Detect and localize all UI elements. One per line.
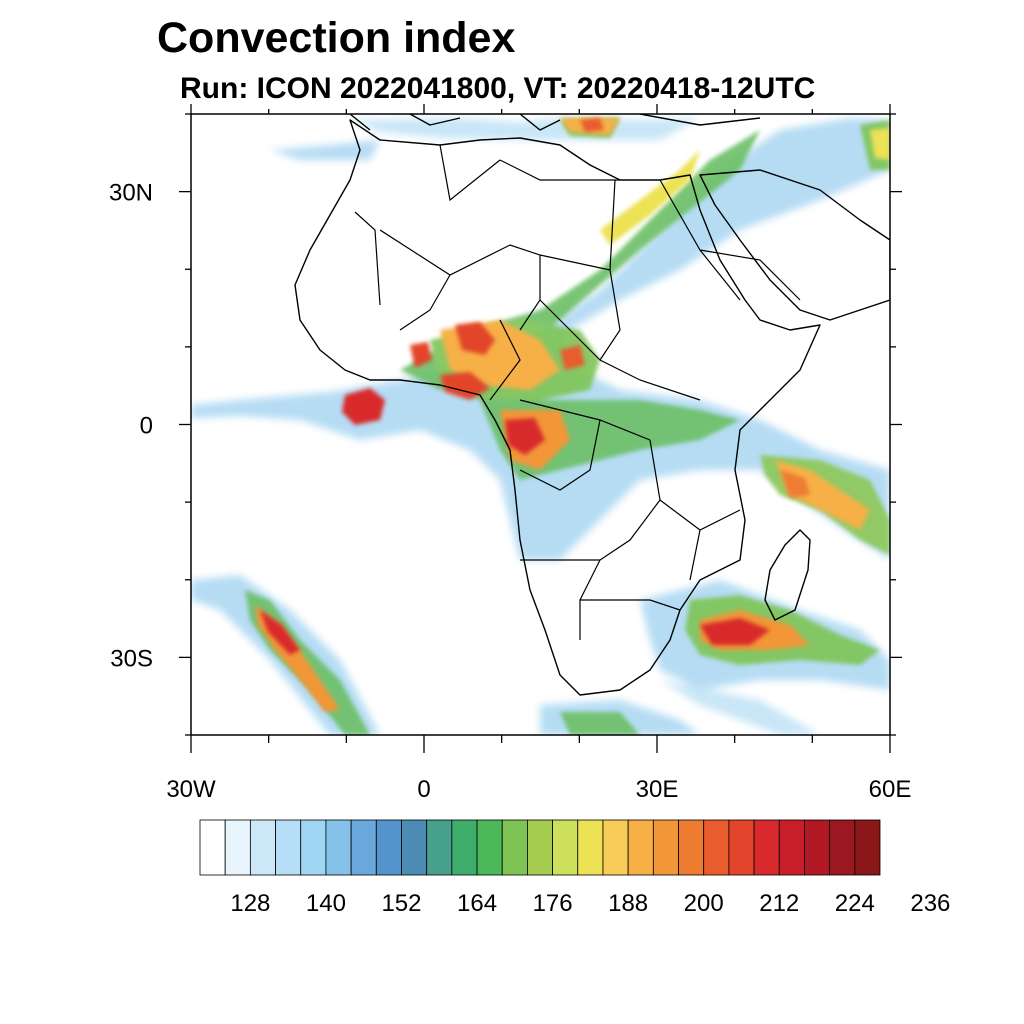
lon-tick-label: 30E — [636, 776, 679, 803]
lat-tick-label: 30S — [110, 645, 153, 672]
colorbar-swatch — [426, 819, 453, 876]
colorbar: 128 140 152 164 176 188 200 212 224 236 — [199, 819, 950, 917]
lon-axis: 30W 0 30E 60E — [166, 104, 911, 803]
colorbar-swatch — [678, 819, 705, 876]
colorbar-label: 140 — [306, 890, 346, 917]
colorbar-swatch — [300, 819, 327, 876]
convection-field-cores — [260, 118, 810, 655]
coastlines — [294, 114, 890, 696]
lon-tick-label: 30W — [166, 776, 216, 803]
lon-tick-label: 60E — [869, 776, 912, 803]
colorbar-swatch — [501, 819, 528, 876]
colorbar-label: 212 — [759, 890, 799, 917]
africa-coastline — [294, 119, 821, 696]
madagascar-coast — [764, 529, 811, 621]
lat-tick-label: 0 — [140, 413, 153, 440]
colorbar-swatch — [703, 819, 730, 876]
colorbar-swatch — [829, 819, 856, 876]
colorbar-label: 152 — [381, 890, 421, 917]
colorbar-swatch — [325, 819, 352, 876]
colorbar-swatch — [401, 819, 428, 876]
colorbar-label: 236 — [910, 890, 950, 917]
colorbar-swatch — [275, 819, 302, 876]
map-title: Convection index — [157, 14, 516, 62]
colorbar-swatch — [728, 819, 755, 876]
colorbar-swatch — [249, 819, 276, 876]
colorbar-label: 200 — [684, 890, 724, 917]
colorbar-swatch — [451, 819, 478, 876]
colorbar-swatch — [627, 819, 654, 876]
lon-tick-label: 0 — [417, 776, 430, 803]
colorbar-swatch — [602, 819, 629, 876]
run-subtitle: Run: ICON 2022041800, VT: 20220418-12UTC — [180, 72, 816, 105]
colorbar-swatch — [577, 819, 604, 876]
colorbar-swatch — [527, 819, 553, 876]
colorbar-swatch — [854, 819, 881, 876]
country-borders — [354, 144, 801, 640]
colorbar-swatch — [476, 819, 503, 876]
colorbar-label: 164 — [457, 890, 497, 917]
colorbar-swatch — [350, 819, 377, 876]
colorbar-swatch — [224, 819, 251, 876]
europe-coast — [349, 114, 761, 131]
colorbar-swatch — [753, 819, 780, 876]
colorbar-swatch — [552, 819, 579, 876]
colorbar-label: 176 — [533, 890, 573, 917]
colorbar-swatch — [375, 819, 402, 876]
map-panel — [191, 114, 890, 735]
lat-tick-label: 30N — [109, 180, 153, 207]
colorbar-swatch — [778, 819, 805, 876]
colorbar-swatch — [652, 819, 679, 876]
arabia-coast — [699, 169, 890, 321]
colorbar-swatch — [804, 819, 831, 876]
colorbar-swatch — [199, 819, 226, 876]
colorbar-label: 128 — [230, 890, 270, 917]
lat-axis: 30N 0 30S — [109, 113, 902, 736]
colorbar-label: 224 — [835, 890, 875, 917]
colorbar-label: 188 — [608, 890, 648, 917]
